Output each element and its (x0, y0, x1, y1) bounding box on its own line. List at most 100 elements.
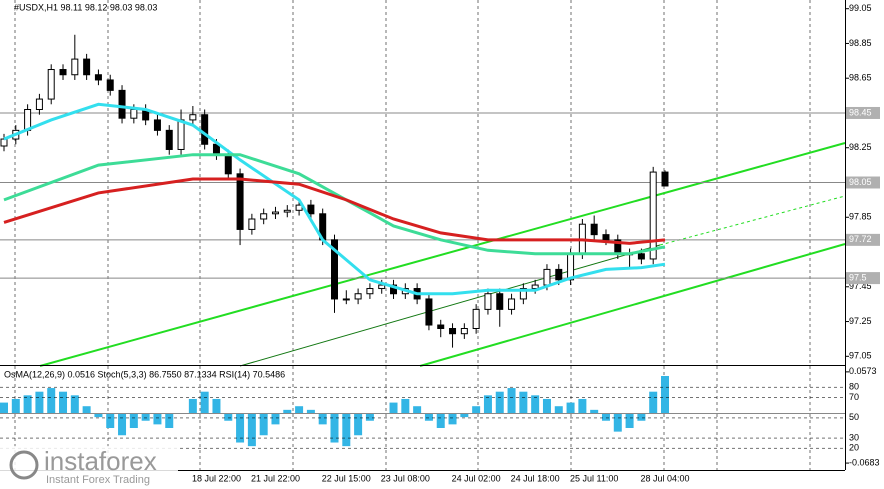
osma-bar (106, 413, 115, 428)
osma-bar (70, 395, 79, 414)
osma-bar (566, 402, 575, 414)
osma-bar (613, 413, 622, 432)
watermark-sub: Instant Forex Trading (46, 474, 150, 486)
candle-body (378, 284, 386, 290)
x-tick-label: 21 Jul 22:00 (251, 473, 300, 483)
osma-bar (389, 402, 398, 414)
candle-body (307, 204, 315, 215)
osma-bar (247, 413, 256, 447)
y2-tick-label: 50 (849, 412, 859, 422)
candle-body (177, 119, 185, 150)
osma-bar (354, 413, 363, 436)
y-tick-label: 98.25 (849, 142, 872, 152)
candle-body (555, 268, 563, 281)
y-tick-label: 0.0573 (849, 366, 877, 376)
y2-tick-label: 30 (849, 433, 859, 443)
osma-bar (35, 391, 44, 414)
candle-body (153, 119, 161, 131)
candle-body (543, 268, 551, 286)
osma-bar (590, 409, 599, 414)
osma-bar (59, 391, 68, 414)
osma-bar (483, 395, 492, 414)
y2-tick-label: 80 (849, 382, 859, 392)
candle-body (484, 293, 492, 310)
watermark: instaforex (44, 446, 157, 476)
candle-body (165, 129, 173, 150)
x-tick-label: 24 Jul 02:00 (452, 473, 501, 483)
candle-body (224, 154, 232, 175)
osma-bar (460, 413, 469, 418)
candle-body (342, 298, 350, 301)
osma-bar (436, 413, 445, 428)
osma-bar (342, 413, 351, 447)
osma-bar (224, 413, 233, 421)
level-label-box (846, 233, 880, 246)
y-tick-label: -0.0683 (849, 457, 880, 467)
osma-bar (601, 413, 610, 421)
y-tick-label: 98.85 (849, 38, 872, 48)
candle-body (118, 89, 126, 119)
candle-body (354, 293, 362, 300)
level-label: 98.45 (849, 107, 872, 117)
osma-bar (295, 406, 304, 414)
osma-bar (519, 391, 528, 414)
osma-bar (495, 391, 504, 414)
osma-bar (94, 413, 103, 418)
candle-body (425, 298, 433, 326)
x-tick-label: 23 Jul 08:00 (381, 473, 430, 483)
candle-body (236, 173, 244, 230)
candle-body (106, 79, 114, 91)
vertical-grid (14, 0, 811, 470)
osma-bar (365, 413, 374, 421)
candle-body (602, 234, 610, 241)
candle-body (189, 114, 197, 121)
osma-bar (542, 398, 551, 414)
osma-bar (637, 413, 646, 421)
moving-average (3, 102, 666, 296)
candle-body (0, 138, 8, 147)
level-label-box (846, 272, 880, 285)
osma-bar (413, 406, 422, 414)
osma-bar (318, 413, 327, 425)
level-label: 98.05 (849, 177, 872, 187)
x-tick-label: 18 Jul 22:00 (192, 473, 241, 483)
osma-bar (47, 388, 56, 414)
osma-bar (118, 413, 127, 436)
candle-body (283, 209, 291, 213)
osma-bar (200, 391, 209, 414)
y-tick-label: 97.05 (849, 351, 872, 361)
plot: 99.05 98.85 98.65 98.25 97.85 97.45 97.25 97.05… (0, 3, 880, 483)
osma-bar (0, 402, 8, 414)
x-tick-label: 25 Jul 11:00 (570, 473, 618, 483)
y-tick-label: 97.45 (849, 281, 872, 291)
y-tick-label: 99.05 (849, 3, 872, 13)
osma-bar (11, 398, 20, 414)
candle-body (472, 308, 480, 329)
candle-body (437, 324, 445, 329)
osma-bar (141, 413, 150, 421)
candle-body (519, 288, 527, 300)
candle-body (567, 253, 575, 281)
candle-body (260, 213, 268, 220)
osma-bar (578, 398, 587, 414)
osma-bar (306, 409, 315, 414)
osma-bar (188, 398, 197, 414)
candle-body (47, 69, 55, 100)
x-tick-label: 24 Jul 18:00 (511, 473, 560, 483)
candle-body (201, 114, 209, 145)
x-tick-label: 22 Jul 15:00 (322, 473, 371, 483)
y-tick-label: 98.65 (849, 73, 872, 83)
candle-body (531, 284, 539, 290)
osma-bar (330, 413, 339, 443)
level-label: 97.5 (849, 272, 867, 282)
osma-bar (649, 391, 658, 414)
osma-bar (472, 406, 481, 414)
osma-bar (448, 413, 457, 425)
trend-channel (39, 142, 846, 367)
indicator-title: OsMA(12,26,9) 0.0516 Stoch(5,3,3) 86.755… (4, 369, 285, 379)
candle-body (35, 98, 43, 110)
chart-header: #USDX,H1 98.11 98.12 98.03 98.03 (14, 2, 157, 12)
osma-bar (212, 398, 221, 414)
